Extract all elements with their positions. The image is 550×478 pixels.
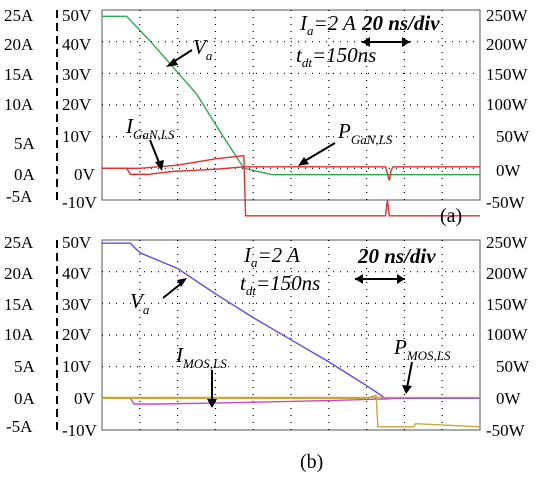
double-arrow-a xyxy=(362,37,410,47)
series-line-a-1 xyxy=(102,166,480,181)
panel-label-b: (b) xyxy=(300,451,323,473)
series-lines-b xyxy=(102,242,481,428)
power-tick: 200W xyxy=(486,264,529,283)
current-tick: 25A xyxy=(4,6,34,25)
voltage-tick: 50V xyxy=(62,233,92,252)
grid-a xyxy=(102,10,480,200)
power-tick: 0W xyxy=(496,389,522,408)
voltage-tick: 40V xyxy=(62,264,92,283)
power-tick: 100W xyxy=(486,325,529,344)
tick-labels-a: 25A 20A 15A 10A 5A 0A -5A 50V 40V 30V 20… xyxy=(4,6,530,212)
current-tick: 25A xyxy=(4,233,34,252)
voltage-tick: 10V xyxy=(62,357,92,376)
voltage-tick: 0V xyxy=(74,389,96,408)
power-tick: -50W xyxy=(486,421,526,440)
power-tick: 0W xyxy=(496,161,522,180)
power-tick: 250W xyxy=(486,233,529,252)
current-tick: 20A xyxy=(4,35,34,54)
voltage-tick: 30V xyxy=(62,295,92,314)
current-tick: 10A xyxy=(4,325,34,344)
current-annotation-a: Ia=2 A xyxy=(299,11,356,38)
voltage-tick: -10V xyxy=(62,193,98,212)
imos-label-b: IMOS,LS xyxy=(175,343,227,371)
igan-arrow-a xyxy=(149,139,164,171)
time-scale-annotation-b: 20 ns/div xyxy=(357,244,436,268)
voltage-tick: 50V xyxy=(62,6,92,25)
deadtime-annotation-a: tdt=150ns xyxy=(296,43,376,70)
current-tick: 15A xyxy=(4,65,34,84)
voltage-tick: 20V xyxy=(62,95,92,114)
time-scale-annotation-a: 20 ns/div xyxy=(361,11,440,35)
voltage-tick: 20V xyxy=(62,325,92,344)
pgan-arrow-a xyxy=(298,142,336,166)
voltage-tick: 40V xyxy=(62,35,92,54)
series-lines-a xyxy=(102,15,480,217)
panel-a: 25A 20A 15A 10A 5A 0A -5A 50V 40V 30V 20… xyxy=(4,6,530,227)
current-tick: -5A xyxy=(6,187,33,206)
power-tick: 150W xyxy=(486,295,529,314)
series-line-b-0 xyxy=(102,242,480,399)
va-arrow-b xyxy=(162,278,187,299)
current-tick: 20A xyxy=(4,264,34,283)
panel-label-a: (a) xyxy=(440,205,462,227)
power-tick: 150W xyxy=(486,65,529,84)
series-line-a-0 xyxy=(102,15,480,176)
series-line-b-1 xyxy=(102,397,480,405)
pgan-label-a: PGaN,LS xyxy=(337,119,393,147)
power-tick: -50W xyxy=(486,193,526,212)
power-tick: 100W xyxy=(486,95,529,114)
igan-label-a: IGaN,LS xyxy=(125,114,175,142)
current-tick: 5A xyxy=(14,357,36,376)
va-label-b: Va xyxy=(130,289,150,317)
current-tick: 5A xyxy=(14,134,36,153)
power-tick: 50W xyxy=(496,357,530,376)
current-tick: 15A xyxy=(4,295,34,314)
va-label-a: Va xyxy=(193,35,213,63)
current-annotation-b: Ia=2 A xyxy=(243,243,300,270)
series-line-a-2 xyxy=(102,154,480,217)
voltage-tick: 0V xyxy=(74,165,96,184)
series-line-b-2 xyxy=(102,394,481,428)
current-tick: 10A xyxy=(4,95,34,114)
power-tick: 250W xyxy=(486,6,529,25)
voltage-tick: -10V xyxy=(62,421,98,440)
imos-arrow-b xyxy=(207,370,217,408)
panel-b: 25A 20A 15A 10A 5A 0A -5A 50V 40V 30V 20… xyxy=(4,233,530,473)
current-tick: 0A xyxy=(14,165,36,184)
current-tick: 0A xyxy=(14,389,36,408)
voltage-tick: 10V xyxy=(62,127,92,146)
power-tick: 200W xyxy=(486,35,529,54)
deadtime-annotation-b: tdt=150ns xyxy=(240,271,320,298)
va-arrow-a xyxy=(166,49,193,67)
voltage-tick: 30V xyxy=(62,65,92,84)
tick-labels-b: 25A 20A 15A 10A 5A 0A -5A 50V 40V 30V 20… xyxy=(4,233,530,440)
pmos-label-b: PMOS,LS xyxy=(393,335,451,363)
power-tick: 50W xyxy=(496,127,530,146)
double-arrow-b xyxy=(355,274,405,284)
current-tick: -5A xyxy=(6,417,33,436)
pmos-arrow-b xyxy=(402,361,413,394)
